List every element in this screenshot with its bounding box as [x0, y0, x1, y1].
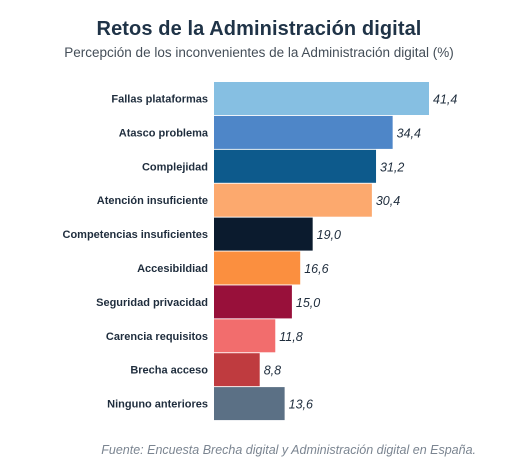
value-label-9: 13,6	[289, 398, 313, 412]
value-label-8: 8,8	[264, 364, 281, 378]
bar-3	[214, 183, 372, 217]
value-label-3: 30,4	[376, 194, 400, 208]
value-label-6: 15,0	[296, 296, 320, 310]
bar-7	[214, 319, 276, 353]
chart-subtitle: Percepción de los inconvenientes de la A…	[64, 45, 454, 60]
bar-0	[214, 82, 429, 115]
bar-8	[214, 353, 260, 387]
category-label-0: Fallas plataformas	[111, 94, 208, 106]
category-label-4: Competencias insuficientes	[63, 229, 209, 241]
bar-9	[214, 387, 285, 421]
chart-title: Retos de la Administración digital	[96, 18, 422, 40]
bar-2	[214, 149, 377, 183]
bar-6	[214, 285, 292, 319]
bar-1	[214, 115, 393, 149]
category-label-6: Seguridad privacidad	[96, 297, 208, 309]
category-label-9: Ninguno anteriores	[107, 399, 208, 411]
category-label-1: Atasco problema	[119, 127, 209, 139]
value-label-0: 41,4	[433, 93, 457, 107]
category-label-2: Complejidad	[142, 161, 208, 173]
value-label-4: 19,0	[317, 228, 341, 242]
bar-4	[214, 217, 313, 251]
category-label-8: Brecha acceso	[130, 365, 208, 377]
category-label-7: Carencia requisitos	[106, 331, 208, 343]
value-label-7: 11,8	[279, 330, 302, 344]
value-label-5: 16,6	[304, 262, 328, 276]
category-label-5: Accesibildiad	[137, 263, 208, 275]
category-label-3: Atención insuficiente	[97, 195, 208, 207]
source-note: Fuente: Encuesta Brecha digital y Admini…	[101, 443, 476, 457]
value-label-2: 31,2	[380, 160, 404, 174]
value-label-1: 34,4	[397, 126, 421, 140]
bar-5	[214, 251, 301, 285]
